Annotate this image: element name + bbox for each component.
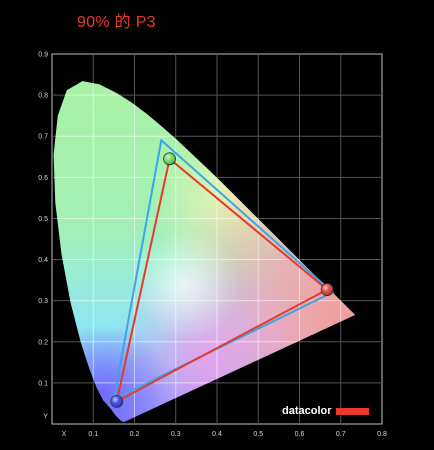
x-tick-label: 0.5 — [253, 431, 263, 438]
green-primary-marker — [163, 152, 176, 166]
blue-primary-marker — [110, 394, 124, 408]
x-tick-label: 0.1 — [88, 431, 98, 438]
y-axis-ticks: Y 0.1 0.2 0.3 0.4 0.5 0.6 0.7 0.8 0.9 — [38, 52, 48, 421]
y-tick-label: Y — [43, 414, 48, 421]
x-tick-label: 0.2 — [130, 431, 140, 438]
y-tick-label: 0.5 — [38, 216, 48, 223]
measured-gamut-triangle — [115, 156, 329, 404]
spectral-locus — [53, 81, 356, 422]
y-tick-label: 0.7 — [38, 134, 48, 141]
datacolor-logo: datacolor — [282, 405, 369, 417]
x-tick-label: 0.3 — [171, 431, 181, 438]
brand-name: datacolor — [282, 405, 332, 417]
x-axis-ticks: X 0.1 0.2 0.3 0.4 0.5 0.6 0.7 0.8 — [62, 431, 387, 438]
red-primary-marker — [320, 283, 334, 296]
brand-bar — [336, 408, 369, 415]
y-tick-label: 0.2 — [38, 339, 48, 346]
page-title: 90% 的 P3 — [77, 14, 156, 31]
y-tick-label: 0.4 — [38, 257, 48, 264]
x-tick-label: 0.7 — [336, 431, 346, 438]
y-tick-label: 0.6 — [38, 175, 48, 182]
x-tick-label: X — [62, 431, 67, 438]
primary-markers — [110, 152, 334, 408]
primary-dot-sheen — [321, 283, 334, 296]
y-tick-label: 0.1 — [38, 380, 48, 387]
gamut-triangles — [112, 138, 335, 404]
x-tick-label: 0.8 — [377, 431, 387, 438]
x-tick-label: 0.6 — [295, 431, 305, 438]
y-tick-label: 0.3 — [38, 298, 48, 305]
y-tick-label: 0.9 — [38, 52, 48, 59]
y-tick-label: 0.8 — [38, 93, 48, 100]
primary-dot-sheen — [110, 395, 123, 408]
primary-dot-sheen — [163, 152, 176, 165]
x-tick-label: 0.4 — [212, 431, 222, 438]
